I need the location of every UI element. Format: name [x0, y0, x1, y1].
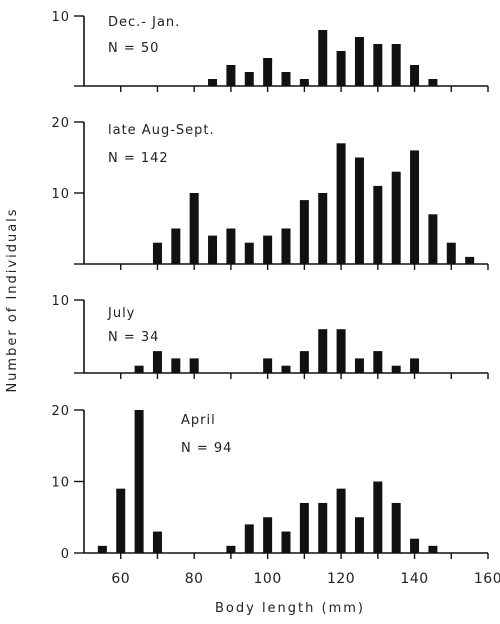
- x-axis-title: Body length (mm): [215, 601, 365, 616]
- bar: [226, 228, 236, 264]
- bar: [373, 44, 383, 86]
- bar: [318, 502, 328, 553]
- bar: [171, 228, 181, 264]
- bar: [336, 143, 346, 264]
- bar: [152, 242, 162, 264]
- bar: [428, 545, 438, 553]
- panel-label: April: [181, 413, 216, 428]
- bar: [354, 37, 364, 86]
- bar: [171, 358, 181, 373]
- bar: [263, 235, 273, 264]
- y-tick-label: 10: [51, 476, 70, 491]
- bar: [428, 214, 438, 264]
- panel-label: July: [107, 306, 135, 321]
- bar: [281, 72, 291, 86]
- y-tick-label: 20: [51, 116, 70, 131]
- bar: [410, 538, 420, 553]
- bar: [226, 545, 236, 553]
- bar: [263, 517, 273, 553]
- bar: [244, 242, 254, 264]
- bar: [208, 79, 218, 86]
- x-tick-label: 80: [185, 571, 204, 587]
- panel-n-label: N = 50: [108, 41, 159, 56]
- bar: [410, 150, 420, 264]
- y-tick-label: 0: [61, 547, 70, 562]
- panel-n-label: N = 34: [108, 330, 159, 345]
- bar: [373, 185, 383, 264]
- bar: [263, 58, 273, 86]
- y-axis-title: Number of Individuals: [5, 207, 20, 392]
- y-tick-label: 10: [51, 187, 70, 202]
- bar: [465, 256, 475, 264]
- bar: [428, 79, 438, 86]
- panel-dec-jan: 10 Dec.- Jan. N = 50: [51, 10, 489, 92]
- bar: [354, 517, 364, 553]
- x-tick-label: 140: [400, 571, 428, 587]
- bar: [134, 410, 144, 553]
- x-tick-label: 60: [111, 571, 130, 587]
- bar: [281, 365, 291, 373]
- bar: [116, 488, 126, 553]
- bar: [97, 545, 107, 553]
- panel-n-label: N = 142: [108, 151, 169, 166]
- bar: [226, 65, 236, 86]
- bar: [391, 365, 401, 373]
- bar: [189, 193, 199, 264]
- x-tick-label: 120: [327, 571, 355, 587]
- panel-april: 0 10 20 April N = 94: [51, 404, 489, 562]
- bar: [318, 329, 328, 373]
- bar: [373, 481, 383, 553]
- bar: [189, 358, 199, 373]
- bar: [152, 531, 162, 553]
- panel-n-label: N = 94: [181, 441, 232, 456]
- bar: [281, 531, 291, 553]
- bar: [410, 358, 420, 373]
- bar: [318, 193, 328, 264]
- panel-late-aug-sept: 10 20 late Aug-Sept. N = 142: [51, 116, 489, 270]
- panel-label: Dec.- Jan.: [108, 15, 180, 30]
- bar: [391, 502, 401, 553]
- bar: [281, 228, 291, 264]
- x-tick-label: 160: [474, 571, 500, 587]
- bar: [336, 329, 346, 373]
- bar: [244, 524, 254, 553]
- bar: [410, 65, 420, 86]
- bar: [299, 200, 309, 264]
- bar: [373, 351, 383, 373]
- bar: [299, 502, 309, 553]
- bar: [263, 358, 273, 373]
- y-tick-label: 10: [51, 10, 70, 25]
- panel-label: late Aug-Sept.: [108, 123, 215, 138]
- bar: [391, 44, 401, 86]
- bar: [391, 171, 401, 264]
- panel-july: 10 July N = 34: [51, 294, 489, 379]
- x-tick-label: 100: [254, 571, 282, 587]
- bar: [208, 235, 218, 264]
- bar: [134, 365, 144, 373]
- bar: [336, 488, 346, 553]
- bar: [354, 358, 364, 373]
- bar: [299, 351, 309, 373]
- bar: [446, 242, 456, 264]
- bar: [299, 79, 309, 86]
- bar: [354, 157, 364, 264]
- y-tick-label: 10: [51, 294, 70, 309]
- bar: [336, 51, 346, 86]
- bar: [152, 351, 162, 373]
- y-tick-label: 20: [51, 404, 70, 419]
- bar: [244, 72, 254, 86]
- bar: [318, 30, 328, 86]
